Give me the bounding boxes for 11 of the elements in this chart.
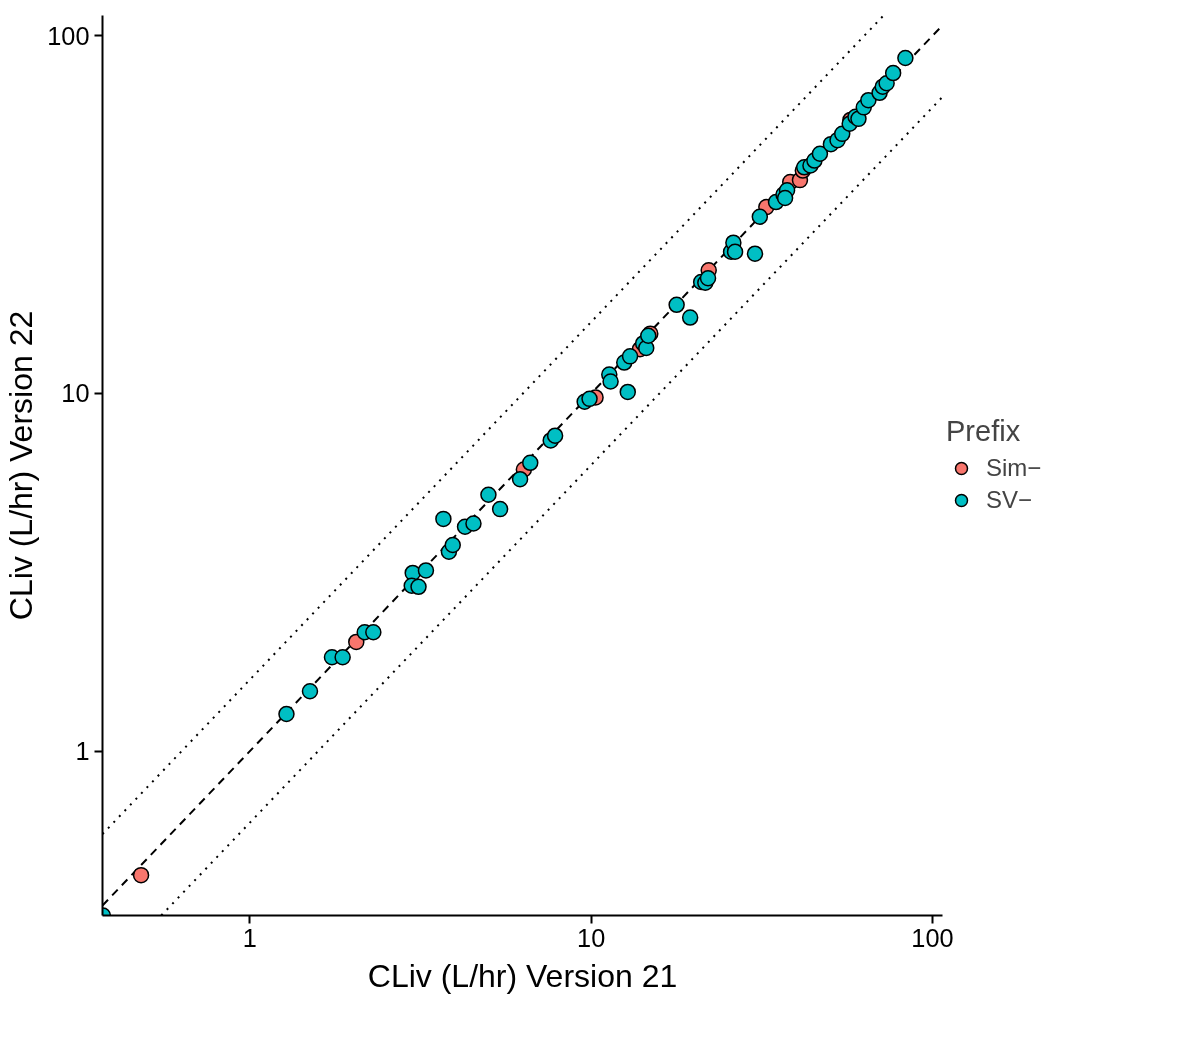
x-tick-label: 100 — [911, 923, 954, 952]
legend-label: Sim− — [986, 454, 1042, 482]
x-tick-label: 1 — [242, 923, 257, 952]
legend-label: SV− — [986, 486, 1033, 514]
y-axis-title: CLiv (L/hr) Version 22 — [3, 310, 40, 621]
x-tick-label: 10 — [577, 923, 606, 952]
y-tick-label: 10 — [61, 379, 90, 408]
y-tick-label: 100 — [47, 21, 90, 50]
legend-title: Prefix — [946, 415, 1022, 448]
y-tick-label: 1 — [75, 737, 90, 766]
x-axis-title: CLiv (L/hr) Version 21 — [367, 957, 678, 994]
